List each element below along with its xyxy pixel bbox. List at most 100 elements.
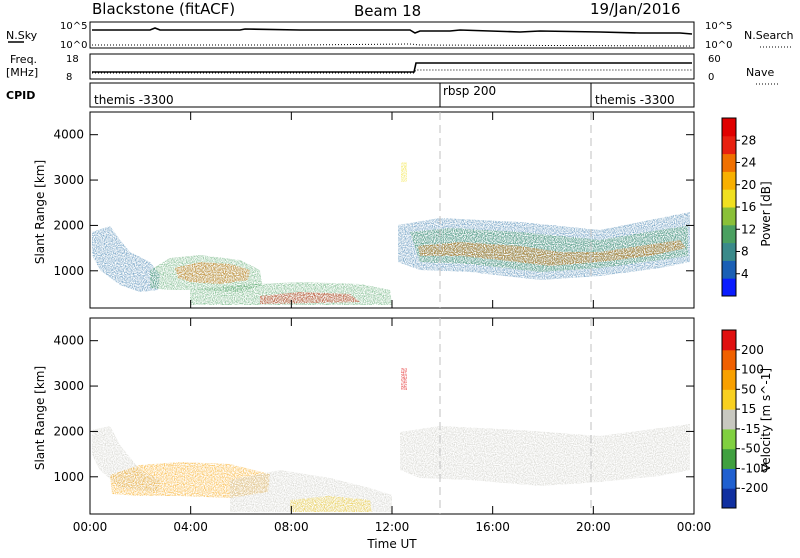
xlabel: Time UT [366, 537, 417, 551]
nsky-panel: N.Sky 10^5 10^0 10^5 10^0 N.Search [6, 21, 794, 51]
colorbar-tick-label: 4 [741, 267, 749, 281]
power-data-layer [92, 162, 690, 305]
colorbar-tick-label: 20 [741, 178, 756, 192]
colorbar-swatch [722, 468, 736, 489]
power-ylabel: Slant Range [km] [33, 160, 47, 264]
y-tick-label: 4000 [53, 334, 84, 348]
x-tick-label: 12:00 [375, 520, 410, 534]
colorbar-swatch [722, 278, 736, 297]
colorbar-swatch [722, 153, 736, 172]
nave-label: Nave [746, 66, 774, 79]
freq-trace [92, 62, 692, 73]
nsky-trace [92, 27, 693, 35]
power-colorbar-label: Power [dB] [759, 181, 773, 246]
y-tick-label: 3000 [53, 173, 84, 187]
freq-label-2: [MHz] [6, 66, 38, 79]
velocity-data-layer [92, 368, 690, 512]
velocity-colorbar: 200 100 50 15 -15 -50 -100 -200 [721, 329, 768, 509]
cpid-label: CPID [6, 89, 35, 102]
freq-bottom-tick: 8 [66, 72, 72, 83]
power-core-low [260, 292, 360, 304]
nave-bottom-tick: 0 [708, 72, 714, 83]
nsky-top-tick: 10^5 [60, 21, 87, 32]
y-tick-label: 4000 [53, 128, 84, 142]
colorbar-swatch [722, 349, 736, 371]
colorbar-swatch [722, 488, 736, 509]
colorbar-swatch [722, 428, 736, 450]
colorbar-tick-label: 16 [741, 200, 756, 214]
colorbar-tick-label: 24 [741, 156, 756, 170]
power-x-ticks [89, 112, 695, 308]
cpid-segment-2: rbsp 200 [443, 84, 496, 98]
x-tick-label: 16:00 [475, 520, 510, 534]
power-band-core [410, 226, 688, 272]
velocity-isolated-echo [401, 368, 407, 390]
freq-label-1: Freq. [10, 53, 37, 66]
colorbar-tick-label: 200 [741, 343, 764, 357]
x-tick-label: 00:00 [677, 520, 712, 534]
colorbar-swatch [722, 118, 736, 137]
colorbar-tick-label: 15 [741, 402, 756, 416]
nsearch-bottom-tick: 10^0 [705, 40, 732, 51]
cpid-segment-1: themis -3300 [94, 93, 174, 107]
y-tick-label: 1000 [53, 470, 84, 484]
power-panel: Slant Range [km] 1000 2000 3000 4000 [33, 111, 695, 309]
colorbar-swatch [722, 409, 736, 430]
colorbar-tick-label: -200 [741, 481, 768, 495]
velocity-colorbar-label: Velocity [m s^-1] [759, 368, 773, 472]
colorbar-tick-label: -100 [741, 461, 768, 475]
colorbar-tick-label: 8 [741, 245, 749, 259]
y-tick-label: 1000 [53, 264, 84, 278]
nsearch-top-tick: 10^5 [705, 21, 732, 32]
colorbar-tick-label: -15 [741, 422, 761, 436]
colorbar-tick-label: 100 [741, 363, 764, 377]
nsky-bottom-tick: 10^0 [60, 40, 87, 51]
colorbar-swatch [722, 389, 736, 410]
colorbar-swatch [722, 330, 736, 351]
x-tick-label: 04:00 [173, 520, 208, 534]
colorbar-tick-label: 50 [741, 382, 756, 396]
colorbar-swatch [722, 242, 736, 261]
nsky-label: N.Sky [6, 29, 38, 42]
y-tick-label: 3000 [53, 379, 84, 393]
station-title: Blackstone (fitACF) [92, 0, 235, 18]
power-core-evening [175, 262, 250, 284]
freq-top-tick: 18 [66, 54, 79, 65]
nsearch-trace [92, 43, 693, 47]
colorbar-tick-label: 28 [741, 133, 756, 147]
colorbar-swatch [722, 171, 736, 190]
power-colorbar: 4 8 12 16 20 24 28 [721, 117, 756, 297]
freq-panel: Freq. [MHz] 18 8 60 0 Nave [6, 53, 780, 85]
power-y-ticks: 1000 2000 3000 4000 [53, 128, 694, 278]
y-tick-label: 2000 [53, 424, 84, 438]
nsearch-label: N.Search [744, 29, 794, 42]
velocity-patch-low-orange [290, 496, 372, 512]
x-tick-label: 20:00 [576, 520, 611, 534]
colorbar-tick-label: -50 [741, 442, 761, 456]
colorbar-tick-label: 12 [741, 222, 756, 236]
power-band-peak [418, 240, 686, 266]
velocity-y-ticks: 1000 2000 3000 4000 [53, 334, 694, 484]
colorbar-frame [721, 329, 737, 509]
beam-title: Beam 18 [354, 2, 421, 20]
colorbar-swatch [722, 369, 736, 390]
date-title: 19/Jan/2016 [590, 0, 681, 18]
x-tick-label: 00:00 [73, 520, 108, 534]
colorbar-swatch [722, 448, 736, 469]
colorbar-swatch [722, 260, 736, 279]
nave-top-tick: 60 [708, 54, 721, 65]
colorbar-swatch [722, 224, 736, 244]
velocity-ylabel: Slant Range [km] [33, 366, 47, 470]
velocity-band-main [400, 424, 690, 486]
colorbar-swatch [722, 135, 736, 155]
x-tick-label: 08:00 [274, 520, 309, 534]
velocity-x-ticks: 00:00 04:00 08:00 12:00 16:00 20:00 00:00 [73, 318, 712, 534]
colorbar-swatch [722, 207, 736, 226]
power-isolated-echo [401, 162, 407, 182]
y-tick-label: 2000 [53, 218, 84, 232]
cpid-panel: CPID themis -3300 rbsp 200 themis -3300 [6, 82, 695, 108]
cpid-segment-3: themis -3300 [595, 93, 675, 107]
colorbar-swatch [722, 189, 736, 208]
